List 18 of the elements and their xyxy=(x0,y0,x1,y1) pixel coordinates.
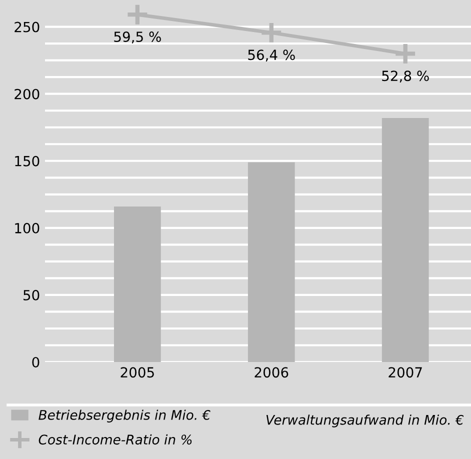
data-label: 56,4 % xyxy=(248,50,295,62)
bar xyxy=(382,118,429,362)
data-label: 52,8 % xyxy=(382,70,429,83)
y-tick-label: 250 xyxy=(14,22,40,32)
bar xyxy=(114,206,161,362)
x-tick-label: 2006 xyxy=(254,367,288,378)
y-tick-label: 200 xyxy=(14,88,40,100)
y-tick-label: 50 xyxy=(24,290,40,300)
y-tick-label: 100 xyxy=(15,222,40,234)
x-tick-label: 2005 xyxy=(120,367,154,378)
legend-label: Betriebsergebnis in Mio. € xyxy=(38,410,210,422)
data-label: 59,5 % xyxy=(114,32,161,44)
x-tick-label: 2007 xyxy=(388,367,422,378)
legend-label: Cost-Income-Ratio in % xyxy=(38,434,192,445)
bar xyxy=(248,162,295,362)
y-tick-label: 0 xyxy=(32,356,40,368)
text: Verwaltungsaufwand in Mio. € xyxy=(266,414,464,428)
y-tick-label: 150 xyxy=(15,156,40,166)
